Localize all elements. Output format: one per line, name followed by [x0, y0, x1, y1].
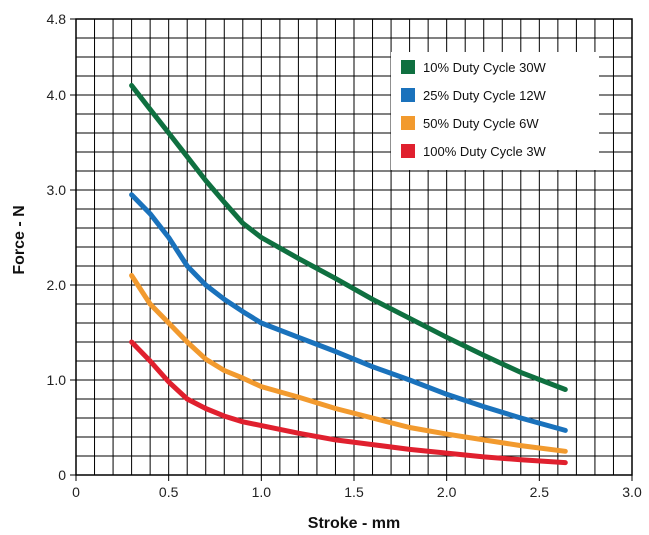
legend-label: 100% Duty Cycle 3W: [423, 144, 547, 159]
legend: 10% Duty Cycle 30W 25% Duty Cycle 12W 50% …: [391, 52, 599, 170]
legend-label: 50% Duty Cycle 6W: [423, 116, 539, 131]
y-tick-label: 0: [58, 467, 66, 483]
series-line-2: [129, 192, 568, 433]
x-tick-label: 2.5: [530, 484, 550, 500]
x-tick-label: 3.0: [622, 484, 642, 500]
legend-label: 25% Duty Cycle 12W: [423, 88, 547, 103]
legend-swatch: [401, 144, 415, 158]
x-tick-label: 0: [72, 484, 80, 500]
y-axis-ticks: 0 1.0 2.0 3.0 4.0 4.8: [47, 11, 76, 483]
series-line-3: [129, 273, 568, 454]
x-tick-label: 2.0: [437, 484, 457, 500]
series-line-4: [129, 339, 568, 466]
legend-swatch: [401, 116, 415, 130]
series-lines: [129, 83, 568, 466]
x-tick-label: 0.5: [159, 484, 179, 500]
y-tick-label: 4.8: [47, 11, 67, 27]
y-tick-label: 3.0: [47, 182, 67, 198]
legend-swatch: [401, 60, 415, 74]
y-tick-label: 2.0: [47, 277, 67, 293]
y-tick-label: 1.0: [47, 372, 67, 388]
x-axis-ticks: 0 0.5 1.0 1.5 2.0 2.5 3.0: [72, 475, 642, 500]
x-tick-label: 1.5: [344, 484, 364, 500]
x-axis-title: Stroke - mm: [308, 515, 400, 532]
legend-swatch: [401, 88, 415, 102]
y-tick-label: 4.0: [47, 87, 67, 103]
y-axis-title: Force - N: [11, 205, 28, 274]
x-tick-label: 1.0: [252, 484, 272, 500]
legend-label: 10% Duty Cycle 30W: [423, 60, 547, 75]
legend-box: [391, 52, 599, 170]
series-line-1: [129, 83, 568, 392]
